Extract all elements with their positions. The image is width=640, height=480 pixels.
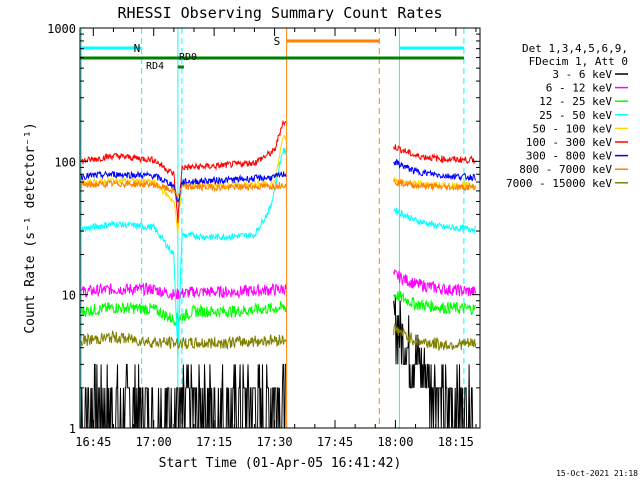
- legend-label-2: 12 - 25 keV: [539, 95, 612, 108]
- legend-label-5: 100 - 300 keV: [526, 136, 612, 149]
- series-line-7: [80, 179, 476, 199]
- x-axis-label: Start Time (01-Apr-05 16:41:42): [159, 456, 402, 471]
- x-tick-label-6: 18:15: [438, 435, 474, 449]
- saa-label: S: [274, 35, 281, 48]
- series-line-0: [80, 294, 476, 429]
- plot-area: N S RD0 RD4: [80, 28, 477, 429]
- legend-label-8: 7000 - 15000 keV: [506, 177, 612, 190]
- x-tick-label-1: 17:00: [136, 435, 172, 449]
- y-axis-label: Count Rate (s⁻¹ detector⁻¹): [23, 122, 38, 333]
- series-line-8: [80, 323, 477, 352]
- legend-label-3: 25 - 50 keV: [539, 109, 612, 122]
- y-tick-label-0: 1: [69, 422, 76, 436]
- plot-frame: [79, 27, 481, 429]
- series-line-1: [80, 268, 477, 301]
- decim-rd4-label: RD4: [146, 61, 164, 72]
- decim-rd0-label: RD0: [179, 52, 197, 63]
- legend-header-line-2: FDecim 1, Att 0: [529, 55, 628, 68]
- x-tick-label-5: 18:00: [377, 435, 413, 449]
- chart-title: RHESSI Observing Summary Count Rates: [117, 4, 442, 22]
- legend-label-4: 50 - 100 keV: [533, 122, 613, 135]
- legend-label-0: 3 - 6 keV: [552, 68, 612, 81]
- night-label: N: [134, 42, 141, 55]
- legend-label-6: 300 - 800 keV: [526, 150, 612, 163]
- y-tick-label-3: 1000: [47, 22, 76, 36]
- legend-header-line-1: Det 1,3,4,5,6,9,: [522, 42, 628, 55]
- legend: Det 1,3,4,5,6,9, FDecim 1, Att 0 3 - 6 k…: [506, 42, 628, 190]
- series-line-5: [80, 119, 476, 224]
- series-line-3: [80, 147, 477, 357]
- x-tick-label-2: 17:15: [196, 435, 232, 449]
- legend-label-1: 6 - 12 keV: [546, 82, 613, 95]
- series-line-2: [80, 291, 476, 326]
- legend-label-7: 800 - 7000 keV: [519, 163, 612, 176]
- axes: 1 10 100 1000 16:45 17:00 17:15 17:30 17:45 18:00…: [47, 22, 480, 449]
- y-tick-label-2: 100: [54, 155, 76, 169]
- y-tick-label-1: 10: [62, 289, 76, 303]
- x-tick-label-0: 16:45: [75, 435, 111, 449]
- series-line-6: [80, 158, 477, 203]
- x-tick-label-4: 17:45: [317, 435, 353, 449]
- x-tick-label-3: 17:30: [256, 435, 292, 449]
- timestamp: 15-Oct-2021 21:18: [556, 469, 638, 478]
